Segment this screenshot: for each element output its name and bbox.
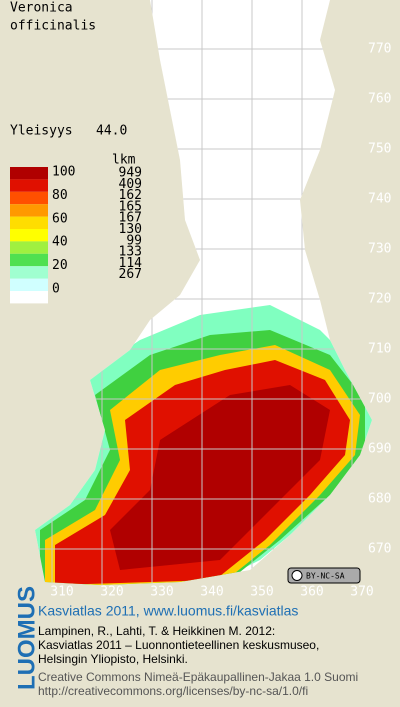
- legend-swatch: [10, 179, 48, 192]
- easting-label: 350: [250, 585, 273, 600]
- license: Creative Commons Nimeä-Epäkaupallinen-Ja…: [38, 670, 358, 684]
- northing-label: 740: [368, 192, 391, 207]
- northing-label: 710: [368, 342, 391, 357]
- easting-label: 340: [200, 585, 223, 600]
- zone-core: [110, 385, 330, 570]
- legend-count: 114: [119, 256, 143, 271]
- legend-scale-label: 0: [52, 282, 60, 297]
- easting-label: 320: [100, 585, 123, 600]
- badge-text: BY-NC-SA: [306, 572, 345, 581]
- easting-label: 310: [50, 585, 73, 600]
- title-line: officinalis: [10, 19, 96, 34]
- legend-scale-label: 40: [52, 235, 68, 250]
- citation: Lampinen, R., Lahti, T. & Heikkinen M. 2…: [38, 624, 275, 638]
- legend-count: 167: [119, 211, 142, 226]
- legend-swatch: [10, 291, 48, 304]
- citation: Kasviatlas 2011 – Luonnontieteellinen ke…: [38, 638, 319, 652]
- legend-scale-label: 20: [52, 258, 68, 273]
- badge-box: [287, 567, 361, 584]
- legend-scale-label: 80: [52, 188, 68, 203]
- logo: LUOMUS: [13, 586, 40, 690]
- legend-count: 133: [119, 245, 142, 260]
- northing-label: 750: [368, 142, 391, 157]
- northing-label: 690: [368, 442, 391, 457]
- northing-label: 670: [368, 542, 391, 557]
- easting-label: 330: [150, 585, 173, 600]
- badge-icon: [291, 570, 303, 581]
- headline: Kasviatlas 2011, www.luomus.fi/kasviatla…: [38, 603, 298, 619]
- legend-swatch: [10, 266, 48, 279]
- legend-swatch: [10, 229, 48, 242]
- legend-swatch: [10, 278, 48, 291]
- legend-scale-label: 100: [52, 165, 75, 180]
- legend-count: 130: [119, 222, 142, 237]
- easting-label: 360: [300, 585, 323, 600]
- northing-label: 720: [368, 292, 391, 307]
- license-badge: BY-NC-SA: [287, 567, 361, 584]
- axes: 770 760 750 740 730 720 710 700 690 680 670 310 320 3…: [50, 42, 391, 600]
- easting-label: 370: [350, 585, 373, 600]
- legend-swatch: [10, 204, 48, 217]
- title-line: Veronica: [10, 1, 73, 16]
- map: [35, 0, 372, 585]
- legend-scale-label: 60: [52, 211, 68, 226]
- northing-label: 760: [368, 92, 391, 107]
- legend-count: 162: [119, 188, 142, 203]
- northing-label: 700: [368, 392, 391, 407]
- legend-count: 949: [119, 166, 142, 181]
- legend-swatch: [10, 191, 48, 205]
- legend-swatch: [10, 253, 48, 267]
- legend-count: 99: [126, 233, 142, 248]
- legend-count: 267: [119, 267, 142, 282]
- legend-swatch: [10, 216, 48, 229]
- legend-swatch: [10, 241, 48, 254]
- citation: Helsingin Yliopisto, Helsinki.: [38, 652, 188, 666]
- frequency-value: 44.0: [96, 124, 127, 139]
- legend-count: 409: [119, 177, 142, 192]
- northing-label: 770: [368, 42, 391, 57]
- legend: 100 80 60 40 20 0 9494091621651671309913311426…: [10, 165, 142, 304]
- northing-label: 680: [368, 492, 391, 507]
- northing-label: 730: [368, 242, 391, 257]
- count-header: lkm: [112, 153, 136, 168]
- frequency-label: Yleisyys: [10, 124, 73, 139]
- license: http://creativecommons.org/licenses/by-n…: [38, 684, 308, 698]
- legend-swatch: [10, 167, 48, 180]
- legend-count: 165: [119, 199, 142, 214]
